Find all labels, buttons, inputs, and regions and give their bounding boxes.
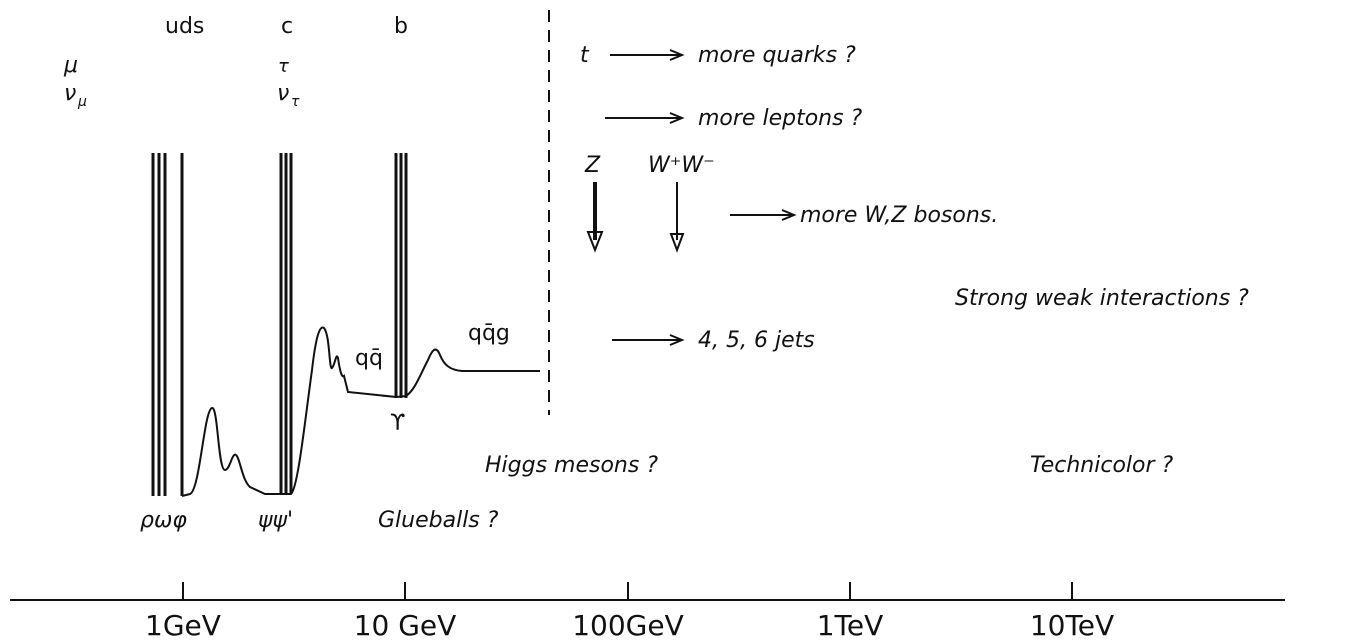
- label: t: [580, 43, 590, 68]
- label: W⁺W⁻: [648, 153, 715, 178]
- label: Technicolor ?: [1030, 453, 1174, 478]
- axis-label: 100GeV: [572, 609, 684, 641]
- label: Glueballs ?: [378, 508, 499, 533]
- axis-label: 1TeV: [817, 609, 884, 641]
- axis-label: 10TeV: [1030, 609, 1114, 641]
- lepton-label: ν: [277, 81, 289, 106]
- label: ψψ': [258, 508, 293, 533]
- arrows: [586, 49, 797, 346]
- lepton-subscript: μ: [77, 94, 87, 110]
- column-label: b: [394, 14, 408, 39]
- axis-ticks: [182, 582, 1073, 600]
- cross-section-curve: [181, 326, 540, 497]
- axis-label: 10 GeV: [354, 609, 457, 641]
- label: qq̄: [355, 346, 383, 371]
- lepton-label: τ: [278, 56, 289, 77]
- lepton-label: μ: [63, 53, 78, 78]
- resonance-lines: [151, 153, 408, 496]
- axis-label: 1GeV: [145, 609, 221, 641]
- column-label: c: [281, 14, 293, 39]
- label: Z: [584, 153, 601, 178]
- label: Higgs mesons ?: [485, 453, 658, 478]
- column-label: uds: [165, 14, 204, 39]
- lepton-label: ν: [64, 81, 76, 106]
- label: more W,Z bosons.: [800, 203, 998, 228]
- label: 4, 5, 6 jets: [698, 328, 815, 353]
- lepton-subscript: τ: [291, 94, 300, 110]
- label: ϒ: [390, 411, 405, 436]
- label: more quarks ?: [698, 43, 856, 68]
- label: Strong weak interactions ?: [955, 286, 1249, 311]
- label: more leptons ?: [698, 106, 863, 131]
- label: ρωφ: [140, 508, 187, 533]
- label: qq̄g: [468, 321, 510, 346]
